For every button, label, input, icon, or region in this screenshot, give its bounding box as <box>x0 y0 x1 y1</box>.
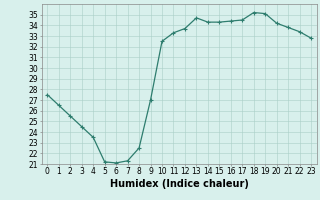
X-axis label: Humidex (Indice chaleur): Humidex (Indice chaleur) <box>110 179 249 189</box>
